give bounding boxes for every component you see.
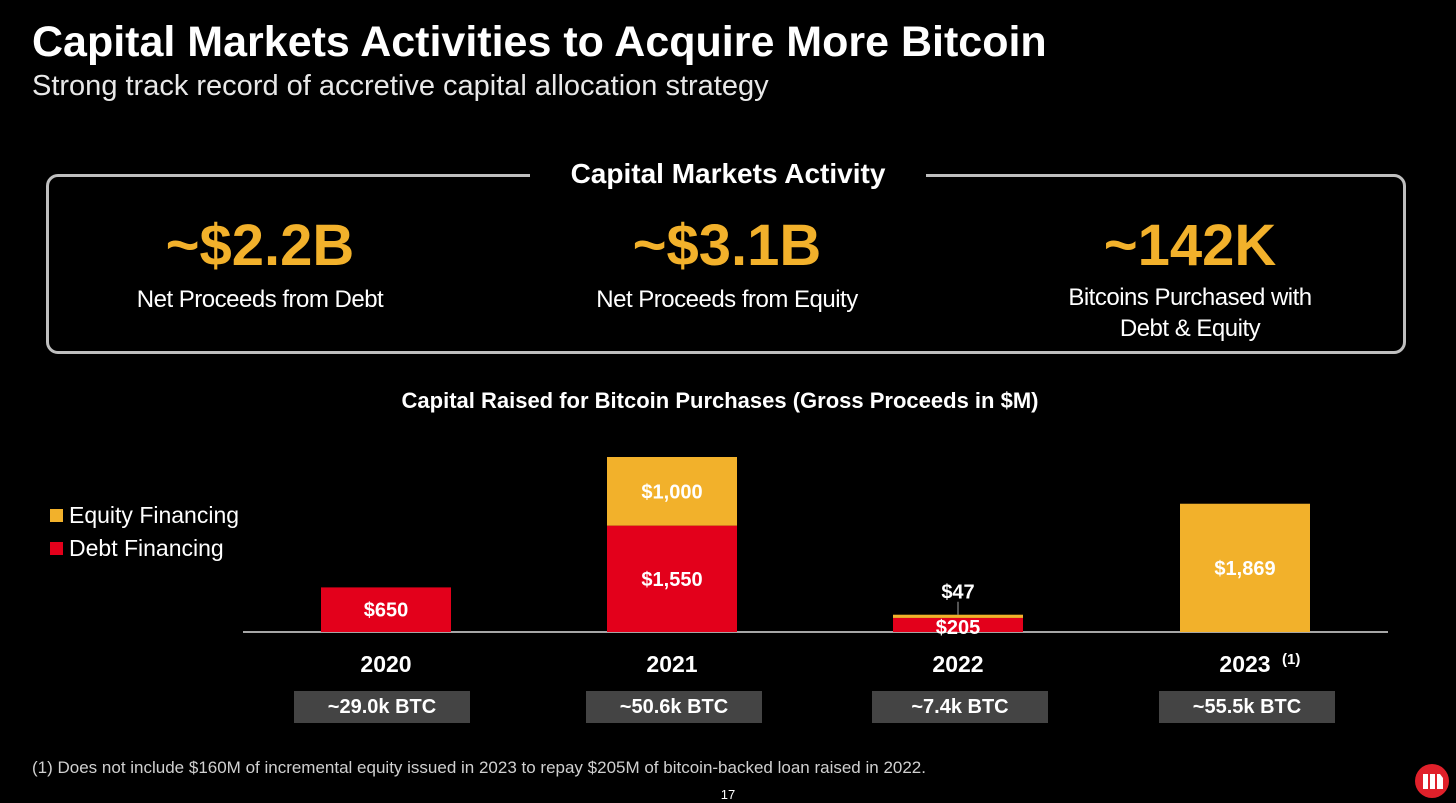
kpi-bitcoins: ~142K Bitcoins Purchased with Debt & Equ… <box>990 214 1390 344</box>
bar-equity-2023 <box>1180 503 1310 632</box>
bar-debt-2020 <box>321 587 451 632</box>
data-label: $650 <box>364 600 409 622</box>
kpi-label-2: Debt & Equity <box>1119 315 1261 342</box>
activity-box-title: Capital Markets Activity <box>530 158 926 190</box>
data-label: $1,869 <box>1214 558 1275 580</box>
btc-badge-2023: ~55.5k BTC <box>1159 691 1335 723</box>
footnote: (1) Does not include $160M of incrementa… <box>32 758 926 777</box>
kpi-label: Bitcoins Purchased with <box>1068 284 1312 311</box>
btc-badge-2021: ~50.6k BTC <box>586 691 762 723</box>
kpi-value: ~142K <box>1103 213 1277 278</box>
page-number: 17 <box>720 787 736 802</box>
data-label: $47 <box>941 582 974 604</box>
chart-title: Capital Raised for Bitcoin Purchases (Gr… <box>401 388 1039 413</box>
x-tick-label: 2023 <box>1219 651 1270 677</box>
kpi-value: ~$3.1B <box>632 213 822 278</box>
data-label: $1,550 <box>641 569 702 591</box>
legend-label: Debt Financing <box>69 535 224 561</box>
bar-debt-2021 <box>607 525 737 632</box>
btc-badge-2022: ~7.4k BTC <box>872 691 1048 723</box>
legend-swatch-equity <box>50 509 63 522</box>
x-tick-label: 2021 <box>646 651 697 677</box>
slide-subtitle: Strong track record of accretive capital… <box>32 70 769 102</box>
bar-equity-2022 <box>893 614 1023 618</box>
bar-equity-2021 <box>607 457 737 526</box>
data-label: $205 <box>936 617 981 639</box>
legend-debt: Debt Financing <box>50 535 224 562</box>
data-label: $1,000 <box>641 481 702 503</box>
kpi-value: ~$2.2B <box>165 213 355 278</box>
kpi-equity: ~$3.1B Net Proceeds from Equity <box>527 214 927 315</box>
kpi-debt: ~$2.2B Net Proceeds from Debt <box>60 214 460 315</box>
bar-debt-2022 <box>893 617 1023 632</box>
slide-title: Capital Markets Activities to Acquire Mo… <box>32 18 1047 66</box>
kpi-label: Net Proceeds from Debt <box>136 286 384 313</box>
legend-swatch-debt <box>50 542 63 555</box>
x-tick-label: 2022 <box>932 651 983 677</box>
company-logo-icon <box>1415 764 1449 798</box>
btc-badge-2020: ~29.0k BTC <box>294 691 470 723</box>
bar-chart: $650 2020 $1,550 $1,000 2021 $205 $47 2022 $1,86… <box>243 457 1388 677</box>
legend-label: Equity Financing <box>69 502 240 528</box>
x-tick-note: (1) <box>1282 651 1300 668</box>
legend-equity: Equity Financing <box>50 502 239 529</box>
kpi-label: Net Proceeds from Equity <box>596 286 858 313</box>
x-tick-label: 2020 <box>360 651 411 677</box>
